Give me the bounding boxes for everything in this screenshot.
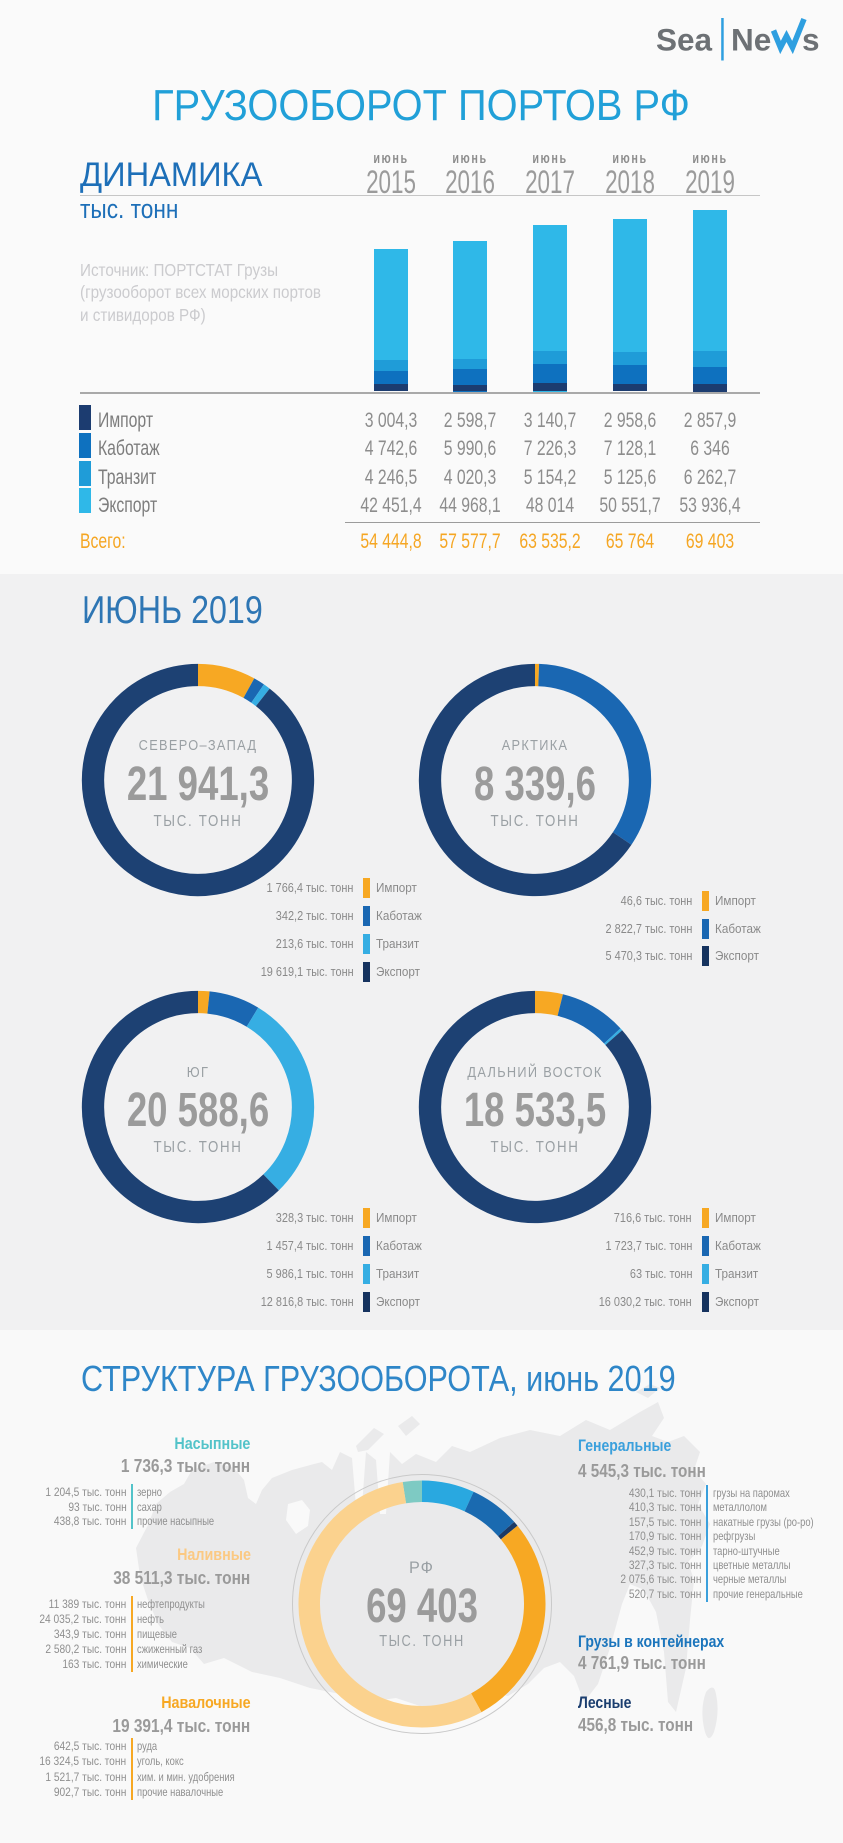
svg-text:Ne: Ne <box>731 21 771 57</box>
svg-text:Sea: Sea <box>656 21 713 57</box>
svg-text:s: s <box>802 21 820 57</box>
